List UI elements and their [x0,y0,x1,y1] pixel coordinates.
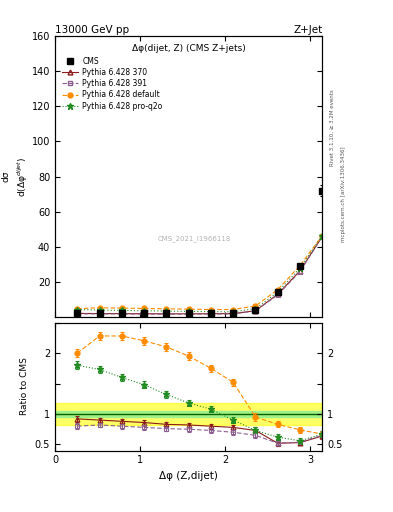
Pythia 6.428 default [231,307,235,313]
Pythia 6.428 pro-q2o [298,265,302,271]
Text: Rivet 3.1.10, ≥ 3.2M events: Rivet 3.1.10, ≥ 3.2M events [330,90,334,166]
Pythia 6.428 370 [298,268,302,274]
Pythia 6.428 default [209,307,213,313]
Pythia 6.428 370 [75,310,80,316]
Pythia 6.428 default [164,306,169,312]
Pythia 6.428 default [75,306,80,312]
Pythia 6.428 391 [75,311,80,317]
Pythia 6.428 370 [97,310,102,316]
Pythia 6.428 370 [119,311,124,317]
Pythia 6.428 pro-q2o [142,308,147,314]
X-axis label: Δφ (Z,dijet): Δφ (Z,dijet) [159,471,218,481]
Pythia 6.428 pro-q2o [97,307,102,313]
Pythia 6.428 391 [97,311,102,317]
Pythia 6.428 370 [253,308,258,314]
Pythia 6.428 pro-q2o [253,306,258,312]
Pythia 6.428 370 [164,311,169,317]
Y-axis label: Ratio to CMS: Ratio to CMS [20,357,29,416]
Pythia 6.428 pro-q2o [320,232,325,239]
Pythia 6.428 default [275,287,280,293]
Text: 13000 GeV pp: 13000 GeV pp [55,25,129,35]
Pythia 6.428 370 [209,311,213,317]
Pythia 6.428 default [142,305,147,311]
Pythia 6.428 pro-q2o [119,307,124,313]
Pythia 6.428 391 [275,292,280,298]
Pythia 6.428 370 [320,233,325,240]
Pythia 6.428 370 [142,311,147,317]
Pythia 6.428 pro-q2o [164,308,169,314]
Text: CMS_2021_I1966118: CMS_2021_I1966118 [157,235,231,242]
Pythia 6.428 pro-q2o [186,308,191,314]
Pythia 6.428 391 [164,311,169,317]
Pythia 6.428 391 [119,311,124,317]
Pythia 6.428 391 [231,311,235,317]
Pythia 6.428 370 [186,311,191,317]
Bar [55,403,322,425]
Text: Z+Jet: Z+Jet [293,25,322,35]
Pythia 6.428 default [253,303,258,309]
Pythia 6.428 391 [320,233,325,240]
Pythia 6.428 391 [209,311,213,317]
Line: Pythia 6.428 default: Pythia 6.428 default [75,233,325,312]
Bar [55,411,322,417]
Pythia 6.428 default [298,263,302,269]
Pythia 6.428 391 [142,311,147,317]
Pythia 6.428 370 [231,310,235,316]
Pythia 6.428 pro-q2o [231,309,235,315]
Line: Pythia 6.428 pro-q2o: Pythia 6.428 pro-q2o [74,232,326,315]
Pythia 6.428 pro-q2o [275,289,280,295]
Pythia 6.428 default [97,305,102,311]
Line: Pythia 6.428 370: Pythia 6.428 370 [75,234,325,316]
Legend: CMS, Pythia 6.428 370, Pythia 6.428 391, Pythia 6.428 default, Pythia 6.428 pro-: CMS, Pythia 6.428 370, Pythia 6.428 391,… [62,56,162,111]
Text: mcplots.cern.ch [arXiv:1306.3436]: mcplots.cern.ch [arXiv:1306.3436] [342,147,346,242]
Line: Pythia 6.428 391: Pythia 6.428 391 [75,234,325,316]
Pythia 6.428 370 [275,291,280,297]
Pythia 6.428 pro-q2o [75,307,80,313]
Pythia 6.428 default [186,306,191,312]
Pythia 6.428 pro-q2o [209,309,213,315]
Pythia 6.428 391 [186,311,191,317]
Text: Δφ(dijet, Z) (CMS Z+jets): Δφ(dijet, Z) (CMS Z+jets) [132,45,246,53]
Y-axis label: dσ
d(Δφ$^{dijet}$): dσ d(Δφ$^{dijet}$) [2,157,30,197]
Pythia 6.428 391 [253,308,258,314]
Pythia 6.428 default [119,305,124,311]
Pythia 6.428 391 [298,269,302,275]
Pythia 6.428 default [320,232,325,239]
